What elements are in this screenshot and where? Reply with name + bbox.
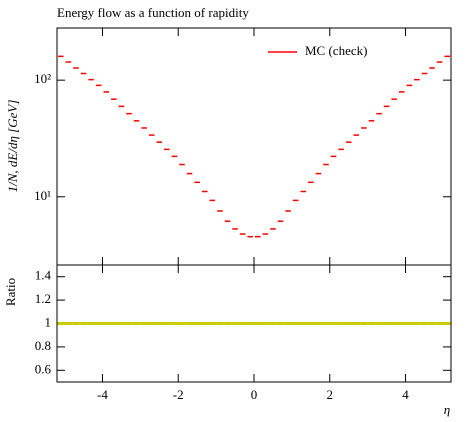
x-tick-label: 2	[327, 387, 334, 402]
y-tick-label: 10²	[34, 71, 51, 86]
x-tick-label: -2	[173, 387, 184, 402]
chart-title: Energy flow as a function of rapidity	[57, 5, 249, 20]
x-tick-label: 0	[251, 387, 258, 402]
x-tick-label: 4	[402, 387, 409, 402]
y-axis-label: 1/N, dE/dη [GeV]	[5, 100, 20, 193]
y-tick-label: 1.4	[35, 268, 52, 283]
plot-frame	[56, 27, 452, 266]
y-tick-label: 1.2	[35, 291, 51, 306]
y-tick-label: 0.8	[35, 338, 51, 353]
x-tick-label: -4	[97, 387, 108, 402]
plot-frame	[56, 264, 452, 383]
ratio-axis-label: Ratio	[3, 278, 18, 306]
y-tick-label: 0.6	[35, 361, 52, 376]
y-tick-label: 1	[45, 314, 52, 329]
x-axis-label: η	[444, 402, 450, 417]
y-tick-label: 10¹	[34, 188, 51, 203]
legend-label: MC (check)	[305, 43, 367, 58]
